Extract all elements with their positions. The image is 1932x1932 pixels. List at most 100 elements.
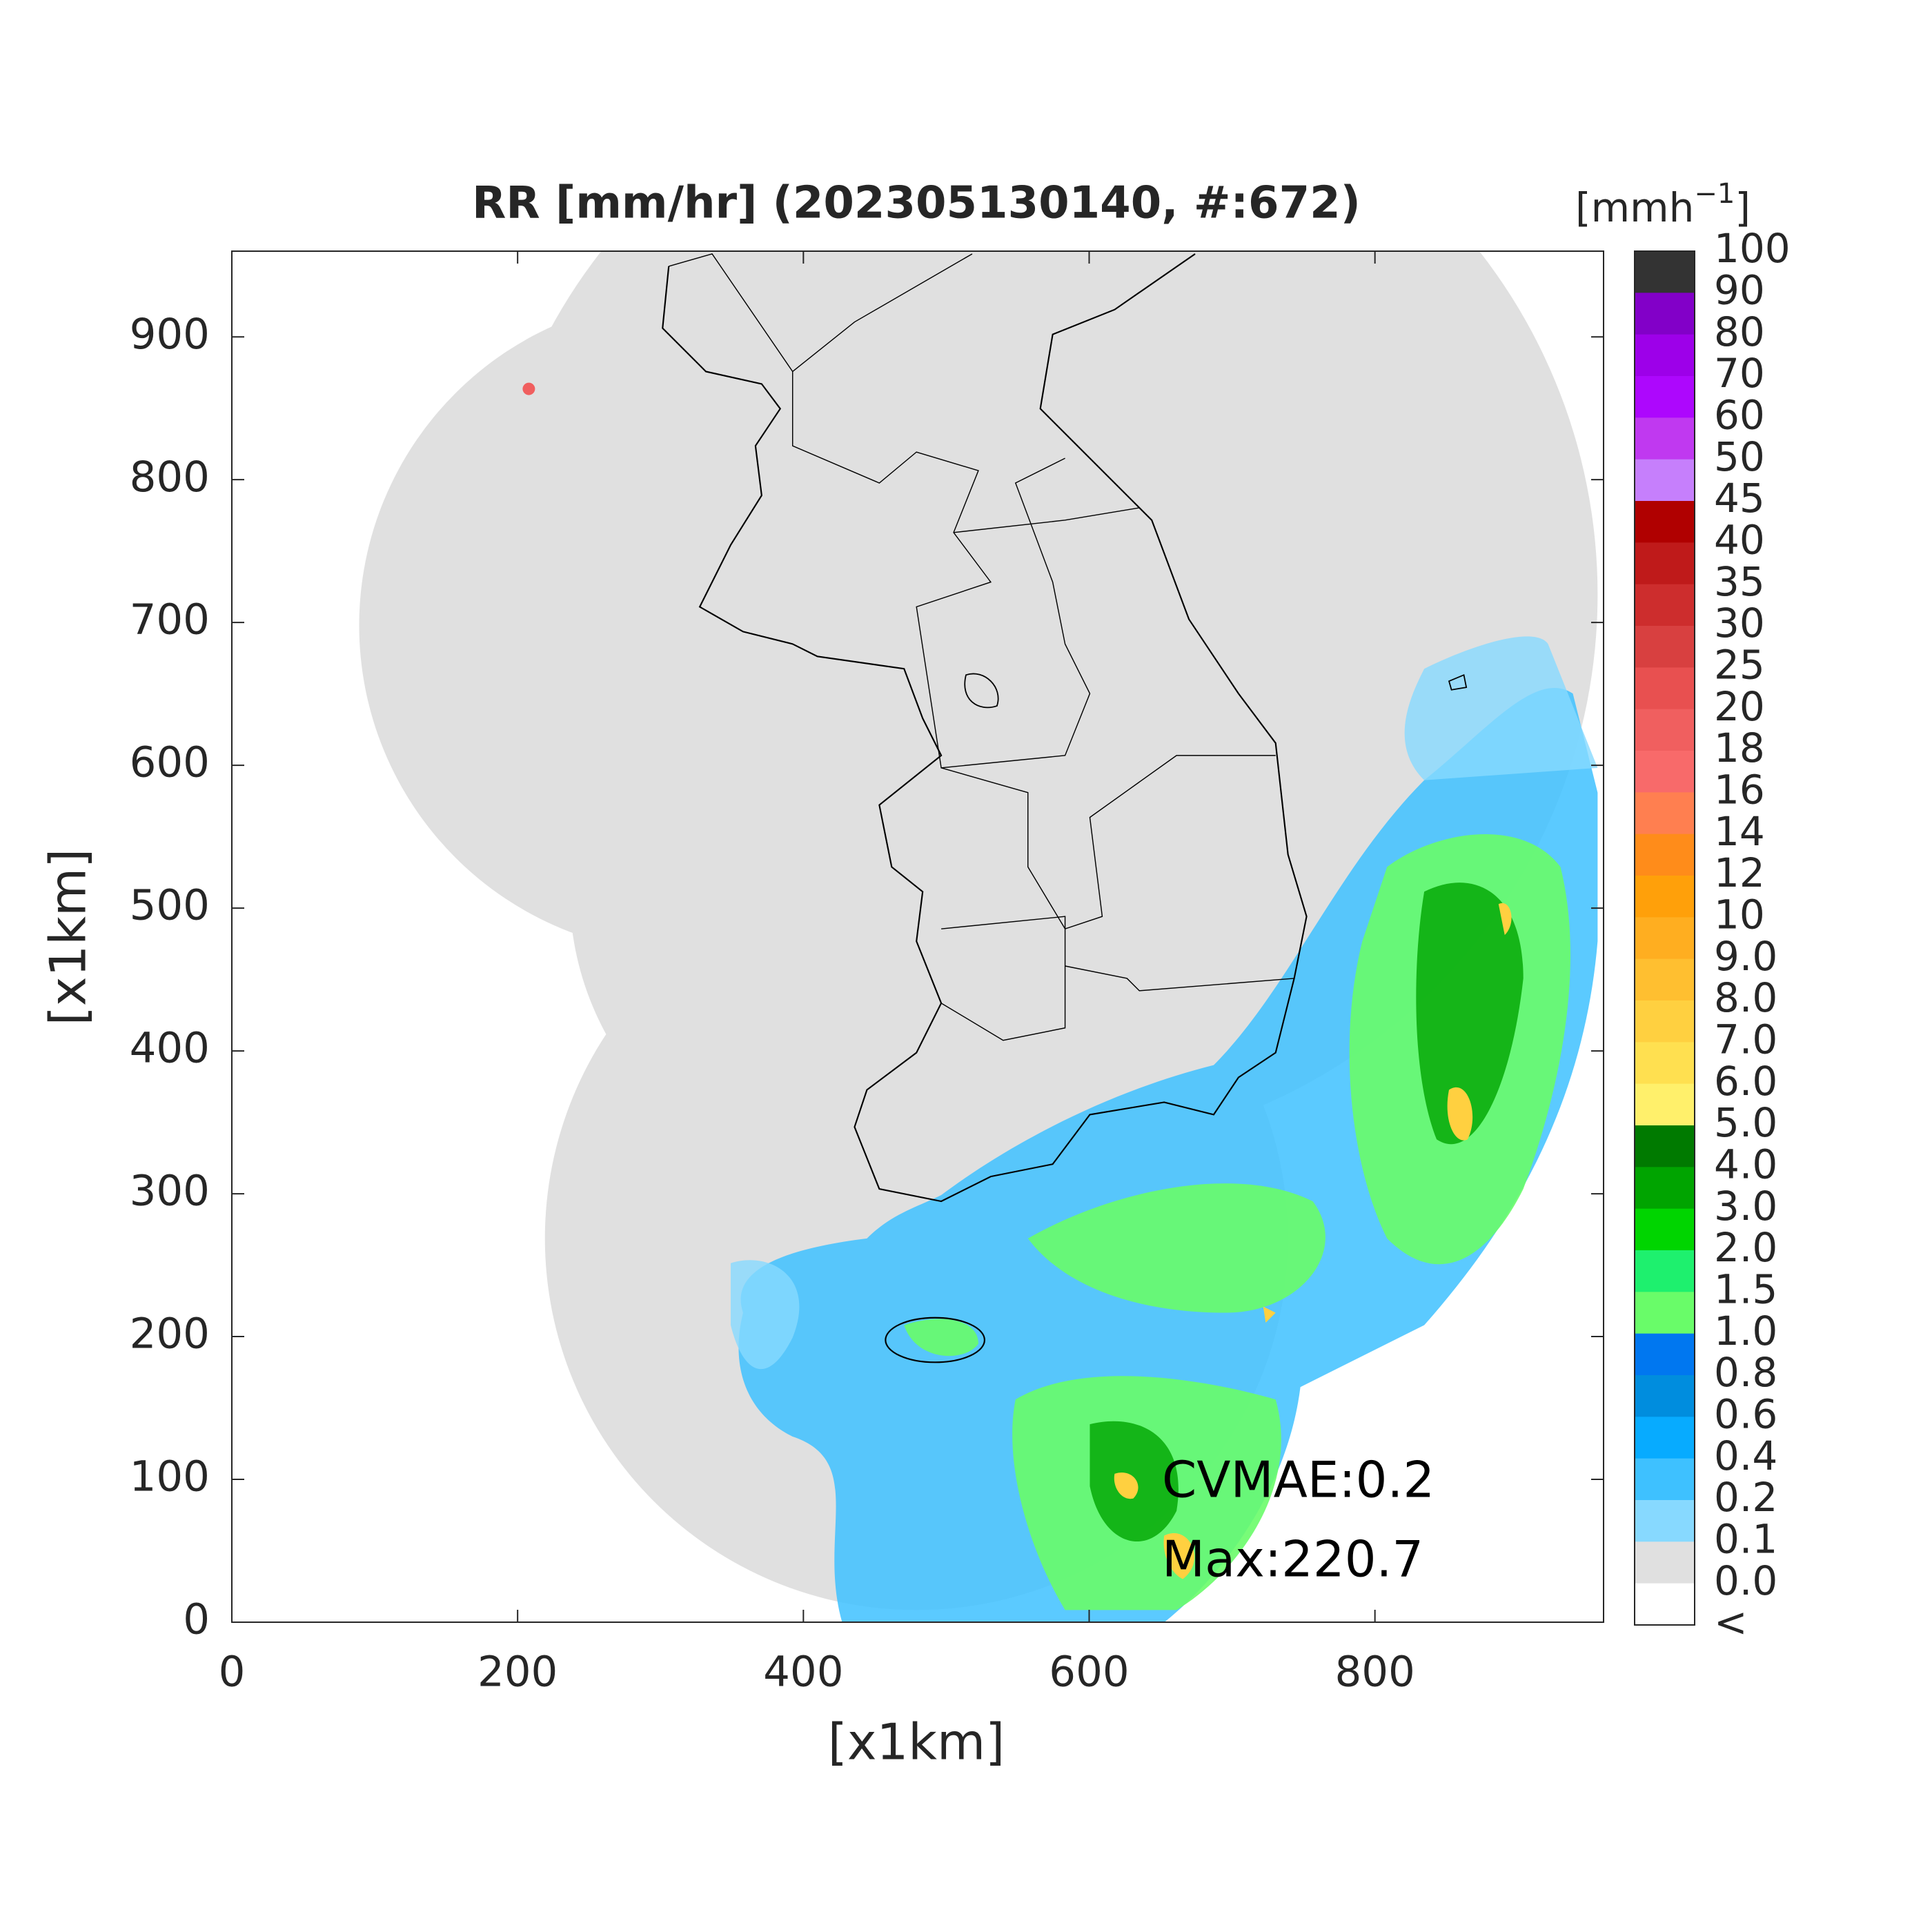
y-tick-label: 600	[130, 738, 210, 787]
colorbar-label: 0.6	[1714, 1390, 1777, 1437]
y-tick-label: 700	[130, 595, 210, 644]
colorbar-frame	[1634, 250, 1695, 1626]
colorbar-label: 45	[1714, 475, 1765, 522]
colorbar-label: 0.4	[1714, 1432, 1777, 1479]
colorbar-segment	[1635, 376, 1695, 418]
colorbar-segment	[1635, 1583, 1695, 1626]
colorbar-segment	[1635, 876, 1695, 918]
x-tick-label: 800	[1334, 1648, 1414, 1697]
colorbar-segment	[1635, 1250, 1695, 1292]
colorbar-segment	[1635, 917, 1695, 960]
coastline	[662, 253, 1308, 1203]
colorbar-segment	[1635, 417, 1695, 460]
colorbar-segment	[1635, 584, 1695, 627]
colorbar-label: 35	[1714, 558, 1765, 605]
colorbar-label: 100	[1714, 225, 1791, 272]
x-tick-label: 200	[477, 1648, 558, 1697]
x-tick-label: 400	[763, 1648, 843, 1697]
colorbar-label: 80	[1714, 308, 1765, 355]
colorbar-segment	[1635, 834, 1695, 876]
colorbar-label: 7.0	[1714, 1016, 1777, 1063]
chart-title: RR [mm/hr] (202305130140, #:672)	[472, 178, 1361, 229]
colorbar-label: 12	[1714, 849, 1765, 896]
unit-end: ]	[1735, 184, 1751, 231]
x-tick-label: 0	[219, 1648, 246, 1697]
y-tick-label: 400	[130, 1024, 210, 1073]
annotation: Max:220.7	[1162, 1530, 1423, 1588]
colorbar-label: 4.0	[1714, 1141, 1777, 1187]
colorbar-segment	[1635, 667, 1695, 710]
colorbar-label: 90	[1714, 266, 1765, 313]
colorbar-label: <	[1714, 1599, 1748, 1646]
colorbar-segment	[1635, 542, 1695, 585]
colorbar-segment	[1635, 1042, 1695, 1085]
colorbar-label: 3.0	[1714, 1183, 1777, 1230]
colorbar-label: 0.1	[1714, 1515, 1777, 1562]
colorbar-label: 0.0	[1714, 1557, 1777, 1604]
colorbar-segment	[1635, 1500, 1695, 1542]
colorbar-segment	[1635, 958, 1695, 1001]
colorbar-segment	[1635, 1375, 1695, 1417]
rain-moderate	[904, 834, 1570, 1610]
colorbar-segment	[1635, 1541, 1695, 1584]
colorbar-label: 5.0	[1714, 1099, 1777, 1146]
plot-frame	[231, 250, 1604, 1623]
y-tick-label: 800	[130, 453, 210, 502]
colorbar-label: 9.0	[1714, 933, 1777, 980]
colorbar-label: 0.8	[1714, 1349, 1777, 1396]
colorbar-segment	[1635, 1208, 1695, 1251]
colorbar-label: 10	[1714, 891, 1765, 938]
colorbar-segment	[1635, 1292, 1695, 1334]
y-tick-label: 0	[183, 1595, 210, 1644]
colorbar-segment	[1635, 334, 1695, 377]
colorbar-label: 1.0	[1714, 1308, 1777, 1354]
y-tick-label: 300	[130, 1167, 210, 1216]
rain-light-edge	[730, 636, 1598, 1370]
colorbar-segment	[1635, 792, 1695, 835]
colorbar-label: 1.5	[1714, 1265, 1777, 1312]
colorbar-label: 16	[1714, 766, 1765, 813]
map-layer	[359, 251, 1598, 1623]
y-axis-label: [x1km]	[39, 849, 97, 1025]
rain-heavy	[1090, 883, 1524, 1542]
colorbar-unit: [mmh−1]	[1575, 178, 1751, 231]
unit-base: [mmh	[1575, 184, 1694, 231]
province-borders	[669, 253, 1294, 1041]
annotation: CVMAE:0.2	[1162, 1451, 1435, 1509]
colorbar-label: 20	[1714, 683, 1765, 730]
x-tick-label: 600	[1049, 1648, 1129, 1697]
colorbar-label: 30	[1714, 600, 1765, 647]
colorbar-segment	[1635, 1417, 1695, 1459]
colorbar-segment	[1635, 626, 1695, 668]
radar-echo	[522, 382, 535, 395]
islands	[964, 673, 1468, 709]
colorbar-segment	[1635, 1083, 1695, 1126]
y-tick-label: 900	[130, 310, 210, 359]
colorbar-segment	[1635, 709, 1695, 751]
colorbar-segment	[1635, 1125, 1695, 1167]
colorbar-label: 0.2	[1714, 1474, 1777, 1521]
colorbar-segment	[1635, 501, 1695, 543]
colorbar-label: 6.0	[1714, 1058, 1777, 1105]
y-tick-label: 100	[130, 1452, 210, 1501]
unit-sup: −1	[1694, 178, 1735, 210]
colorbar-label: 50	[1714, 433, 1765, 480]
jeju-outline	[885, 1317, 985, 1363]
colorbar-segment	[1635, 1167, 1695, 1210]
colorbar-label: 70	[1714, 350, 1765, 397]
colorbar-label: 2.0	[1714, 1224, 1777, 1271]
colorbar-segment	[1635, 751, 1695, 793]
x-axis-label: [x1km]	[828, 1713, 1005, 1771]
colorbar-label: 8.0	[1714, 974, 1777, 1021]
colorbar-segment	[1635, 459, 1695, 502]
radar-map	[359, 251, 1598, 1623]
colorbar-label: 60	[1714, 391, 1765, 438]
y-tick-label: 500	[130, 881, 210, 930]
colorbar-segment	[1635, 293, 1695, 335]
colorbar-label: 25	[1714, 641, 1765, 688]
colorbar-segment	[1635, 1000, 1695, 1043]
colorbar-segment	[1635, 251, 1695, 293]
colorbar-segment	[1635, 1333, 1695, 1376]
